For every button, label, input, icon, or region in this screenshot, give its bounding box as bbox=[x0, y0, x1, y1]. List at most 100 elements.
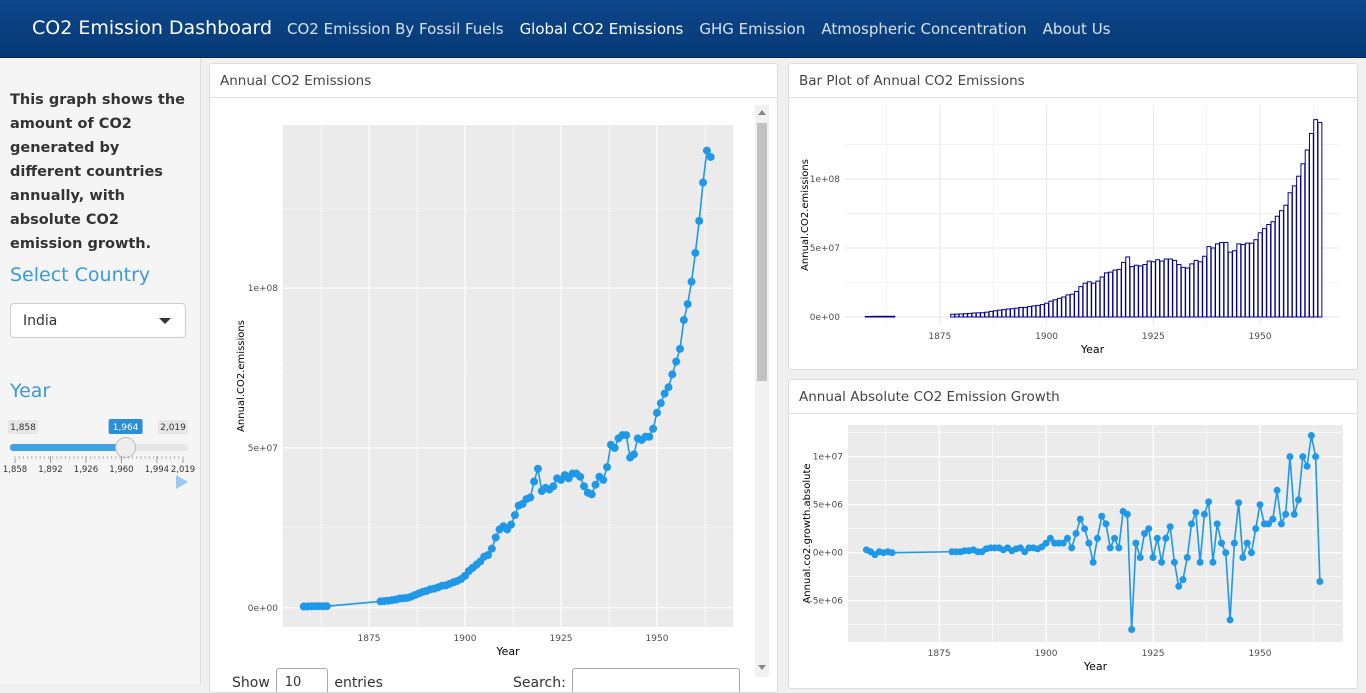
point bbox=[533, 464, 542, 473]
point bbox=[1230, 539, 1238, 547]
bar bbox=[1108, 271, 1114, 318]
bar bbox=[963, 313, 968, 318]
bar bbox=[1274, 215, 1280, 318]
point bbox=[656, 399, 665, 408]
bar bbox=[1142, 264, 1148, 318]
point bbox=[1175, 582, 1183, 590]
point bbox=[649, 424, 658, 433]
bar bbox=[1027, 306, 1032, 318]
bar bbox=[1197, 261, 1203, 318]
point bbox=[1089, 558, 1097, 566]
scrollbar[interactable] bbox=[755, 105, 769, 677]
bar bbox=[984, 311, 990, 318]
bar bbox=[1244, 242, 1250, 318]
panel-annual: Annual CO2 Emissions 1875 1900 1925 1950 0e+… bbox=[209, 63, 778, 693]
point bbox=[629, 450, 638, 459]
bar bbox=[1249, 242, 1255, 318]
bar bbox=[1189, 263, 1195, 318]
y-tick-label: -5e+06 bbox=[809, 597, 843, 607]
nav-link[interactable]: Global CO2 Emissions bbox=[519, 20, 684, 38]
nav-link[interactable]: Atmospheric Concentration bbox=[821, 20, 1027, 38]
bar bbox=[1052, 299, 1058, 318]
bar bbox=[1185, 267, 1190, 318]
dropdown-caret bbox=[159, 318, 171, 324]
x-tick-label: 1875 bbox=[928, 649, 951, 659]
slider-max-label: 2,019 bbox=[160, 423, 186, 433]
panel-title: Bar Plot of Annual CO2 Emissions bbox=[799, 73, 1025, 89]
y-tick-label: 5e+07 bbox=[248, 444, 278, 454]
slider-handle[interactable] bbox=[115, 437, 137, 458]
bar bbox=[1253, 239, 1259, 318]
bar bbox=[1317, 121, 1323, 318]
bar bbox=[1121, 261, 1126, 318]
bar bbox=[1035, 304, 1041, 318]
point bbox=[1286, 453, 1294, 461]
point bbox=[683, 300, 692, 309]
point bbox=[1252, 525, 1260, 533]
point bbox=[510, 511, 519, 520]
point bbox=[1265, 520, 1273, 528]
point bbox=[1239, 554, 1247, 562]
slider-tick-label: 1,926 bbox=[74, 465, 98, 475]
point bbox=[1063, 534, 1071, 542]
scroll-down[interactable] bbox=[758, 665, 766, 671]
bar bbox=[1155, 259, 1161, 318]
length-select[interactable]: 10 bbox=[275, 668, 329, 692]
nav-link[interactable]: About Us bbox=[1042, 20, 1111, 38]
slider-value-badge bbox=[108, 419, 143, 434]
country-select[interactable]: India bbox=[10, 303, 186, 338]
point bbox=[668, 370, 677, 379]
nav-link[interactable]: GHG Emission bbox=[699, 20, 806, 38]
bar bbox=[1206, 246, 1212, 318]
point bbox=[1235, 499, 1243, 507]
brand[interactable]: CO2 Emission Dashboard bbox=[32, 17, 273, 39]
x-axis-label: Year bbox=[495, 645, 520, 658]
point bbox=[888, 549, 896, 557]
bar bbox=[975, 312, 981, 318]
x-tick-label: 1875 bbox=[928, 332, 951, 342]
point bbox=[1115, 544, 1123, 552]
bar bbox=[1078, 286, 1084, 318]
bar bbox=[1103, 272, 1109, 318]
bar bbox=[1138, 265, 1143, 318]
bar bbox=[1001, 309, 1007, 318]
point bbox=[1247, 549, 1255, 557]
nav-link[interactable]: CO2 Emission By Fossil Fuels bbox=[287, 20, 504, 38]
point bbox=[1269, 515, 1277, 523]
x-tick-label: 1925 bbox=[1142, 649, 1165, 659]
play-button[interactable] bbox=[176, 475, 188, 489]
point bbox=[1226, 616, 1234, 624]
point bbox=[1111, 534, 1119, 542]
slider-tick-label: 1,892 bbox=[38, 465, 62, 475]
bar bbox=[864, 315, 870, 318]
bar bbox=[1116, 268, 1122, 318]
search-label: Search: bbox=[513, 675, 566, 691]
point bbox=[491, 533, 500, 542]
point bbox=[1217, 539, 1225, 547]
panel-header: Annual CO2 Emissions bbox=[210, 64, 777, 98]
search-input[interactable] bbox=[571, 668, 740, 692]
y-tick-label: 0e+00 bbox=[248, 604, 279, 614]
select-value: India bbox=[23, 313, 58, 329]
point bbox=[1085, 539, 1093, 547]
point bbox=[1123, 510, 1131, 518]
point bbox=[1081, 525, 1089, 533]
point bbox=[1072, 530, 1080, 537]
scroll-thumb[interactable] bbox=[757, 123, 767, 381]
bar bbox=[877, 315, 883, 318]
bar bbox=[954, 313, 960, 318]
bar bbox=[881, 315, 887, 318]
point bbox=[672, 357, 681, 366]
year-slider[interactable]: 1,858 2,019 1,964 1,858 1,892 1,926 1,960 1,994… bbox=[0, 408, 200, 498]
scroll-up[interactable] bbox=[758, 110, 766, 116]
point bbox=[1295, 496, 1303, 504]
point bbox=[706, 152, 715, 161]
y-axis-label: Annual.CO2.emissions bbox=[800, 159, 811, 271]
bar bbox=[1257, 232, 1263, 318]
point bbox=[699, 178, 708, 187]
bar bbox=[1009, 308, 1015, 318]
point bbox=[664, 383, 673, 392]
point bbox=[1162, 534, 1170, 542]
bar bbox=[1210, 247, 1216, 318]
